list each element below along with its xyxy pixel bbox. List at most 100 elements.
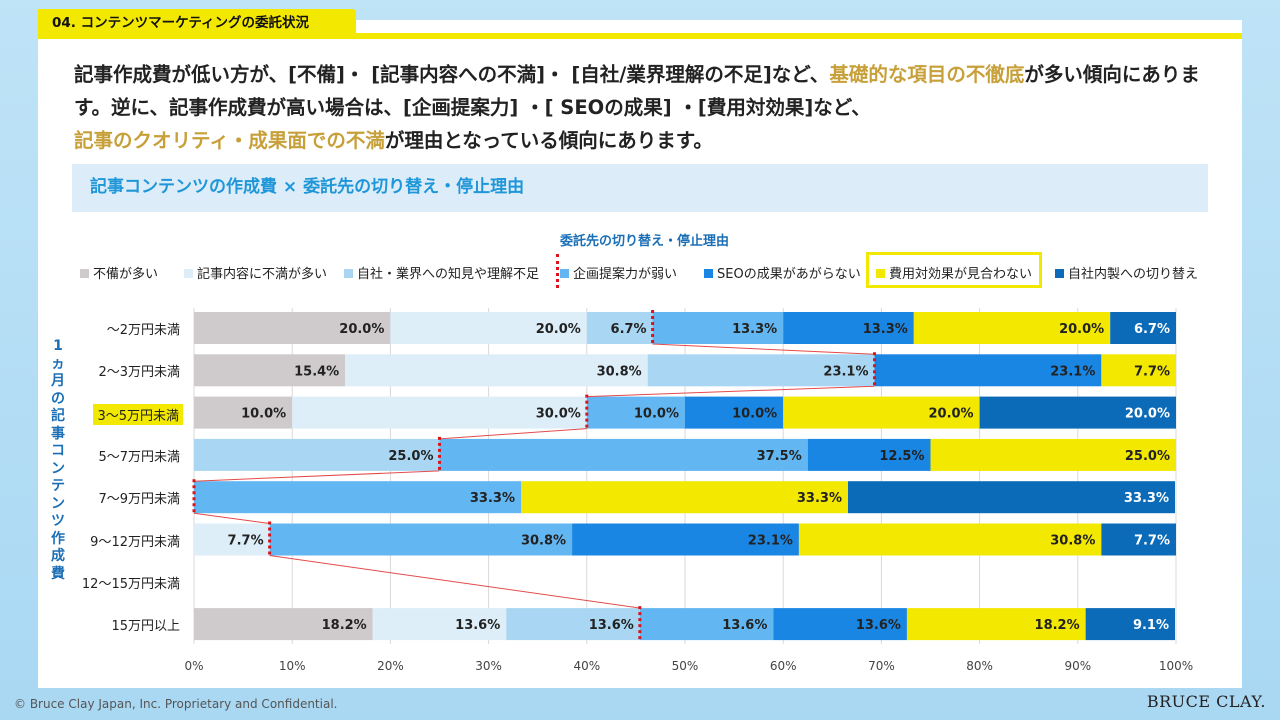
bar-segment-8-不備が多い <box>194 608 373 641</box>
data-label: 6.7% <box>611 322 647 337</box>
legend-item-7: 自社内製への切り替え <box>1055 263 1198 282</box>
data-label: 15.4% <box>294 364 339 379</box>
y-axis-title-char: ツ <box>51 513 65 529</box>
divider-connector <box>269 555 640 609</box>
data-label: 7.7% <box>1134 534 1170 549</box>
data-label: 30.0% <box>536 407 581 422</box>
bar-segment-8-自社・業界への知見や理解不足 <box>506 608 640 641</box>
data-label: 12.5% <box>879 449 924 464</box>
legend-swatch <box>876 269 885 278</box>
bar-segment-1-自社内製への切り替え <box>1110 312 1176 344</box>
bar-segment-4-SEOの成果があがらない <box>807 438 931 471</box>
bar-segment-5-企画提案力が弱い <box>194 481 522 514</box>
category-label: 5～7万円未満 <box>98 449 180 465</box>
y-axis-title-char: 記 <box>51 408 65 424</box>
legend-label: 費用対効果が見合わない <box>889 267 1033 282</box>
lead-highlight-1: 基礎的な項目の不徹底 <box>829 63 1025 86</box>
bar-segment-6-記事内容に不満が多い <box>194 523 270 556</box>
bar-segment-1-不備が多い <box>194 312 391 344</box>
bar-segment-3-SEOの成果があがらない <box>685 396 784 429</box>
legend-item-1: 不備が多い <box>80 263 158 282</box>
lead-part-1: 記事作成費が低い方が、[不備]・ [記事内容への不満]・ [自社/業界理解の不足… <box>74 63 830 86</box>
legend-swatch <box>344 269 353 278</box>
x-tick-label: 70% <box>868 659 895 673</box>
category-label: 3～5万円未満 <box>93 403 183 425</box>
y-axis-title-char: 1 <box>53 338 63 354</box>
bar-segment-1-SEOの成果があがらない <box>783 312 914 344</box>
y-axis-title-char: 月 <box>51 373 65 389</box>
content-card <box>38 20 1242 688</box>
x-tick-label: 100% <box>1159 659 1193 673</box>
category-label: ～2万円未満 <box>106 323 180 338</box>
data-label: 13.6% <box>455 618 500 633</box>
y-axis-title-char: コ <box>51 443 65 459</box>
data-label: 30.8% <box>597 364 642 379</box>
y-axis-title-char: テ <box>51 478 65 494</box>
bar-segment-3-不備が多い <box>194 396 293 429</box>
bar-segment-8-記事内容に不満が多い <box>372 608 507 641</box>
bar-segment-4-費用対効果が見合わない <box>930 438 1176 471</box>
data-label: 18.2% <box>322 618 367 633</box>
legend-label: SEOの成果があがらない <box>717 267 861 282</box>
legend-swatch <box>560 269 569 278</box>
data-label: 18.2% <box>1035 618 1080 633</box>
bar-segment-4-自社・業界への知見や理解不足 <box>194 438 440 471</box>
data-label: 30.8% <box>521 534 566 549</box>
legend-item-5: SEOの成果があがらない <box>704 263 861 282</box>
header-rule <box>38 33 1242 39</box>
data-label: 33.3% <box>470 491 515 506</box>
x-tick-label: 80% <box>966 659 993 673</box>
data-label: 13.3% <box>863 322 908 337</box>
x-tick-label: 20% <box>377 659 404 673</box>
x-tick-label: 60% <box>770 659 797 673</box>
bar-segment-1-自社・業界への知見や理解不足 <box>586 312 653 344</box>
y-axis-title-char: 費 <box>51 565 65 582</box>
bar-segment-8-企画提案力が弱い <box>639 608 774 641</box>
data-label: 7.7% <box>1134 364 1170 379</box>
brand-logo: BRUCE CLAY. <box>1146 692 1266 711</box>
legend-swatch <box>1055 269 1064 278</box>
bar-segment-8-自社内製への切り替え <box>1085 608 1176 641</box>
bar-segment-1-記事内容に不満が多い <box>390 312 587 344</box>
y-axis-title-char: 作 <box>51 530 65 547</box>
section-tab: 04. コンテンツマーケティングの委託状況 <box>38 9 356 39</box>
data-label: 33.3% <box>1124 491 1169 506</box>
legend-highlight-box <box>866 252 1042 288</box>
divider-connector <box>439 428 587 440</box>
bar-segment-3-自社内製への切り替え <box>979 396 1176 429</box>
y-axis-title-char: ン <box>51 495 65 512</box>
data-label: 30.8% <box>1050 534 1095 549</box>
legend-label: 記事内容に不満が多い <box>197 267 328 282</box>
data-label: 25.0% <box>388 449 433 464</box>
data-label: 33.3% <box>797 491 842 506</box>
data-label: 20.0% <box>339 322 384 337</box>
legend-item-4: 企画提案力が弱い <box>560 263 677 282</box>
x-tick-label: 90% <box>1064 659 1091 673</box>
bar-segment-5-自社内製への切り替え <box>848 481 1176 514</box>
category-label: 2～3万円未満 <box>98 365 180 381</box>
data-label: 37.5% <box>757 449 802 464</box>
bar-segment-3-費用対効果が見合わない <box>783 396 980 429</box>
bar-segment-2-不備が多い <box>194 354 346 387</box>
x-tick-label: 30% <box>475 659 502 673</box>
divider-connector <box>193 512 270 524</box>
data-label: 23.1% <box>1050 364 1095 379</box>
bar-segment-1-費用対効果が見合わない <box>913 312 1111 344</box>
legend-item-2: 記事内容に不満が多い <box>184 263 327 282</box>
x-tick-label: 40% <box>573 659 600 673</box>
bar-segment-6-自社内製への切り替え <box>1101 523 1176 556</box>
data-label: 6.7% <box>1134 322 1170 337</box>
bar-segment-6-費用対効果が見合わない <box>798 523 1102 556</box>
data-label: 20.0% <box>928 407 973 422</box>
legend-item-3: 自社・業界への知見や理解不足 <box>344 263 539 282</box>
legend-divider <box>556 254 559 288</box>
bar-segment-2-SEOの成果があがらない <box>874 354 1102 387</box>
data-label: 10.0% <box>732 407 777 422</box>
data-label: 20.0% <box>1125 407 1170 422</box>
data-label: 13.3% <box>732 322 777 337</box>
category-label: 15万円以上 <box>111 619 180 635</box>
chart-title: 委託先の切り替え・停止理由 <box>560 234 730 249</box>
category-label: 12～15万円未満 <box>81 576 180 592</box>
